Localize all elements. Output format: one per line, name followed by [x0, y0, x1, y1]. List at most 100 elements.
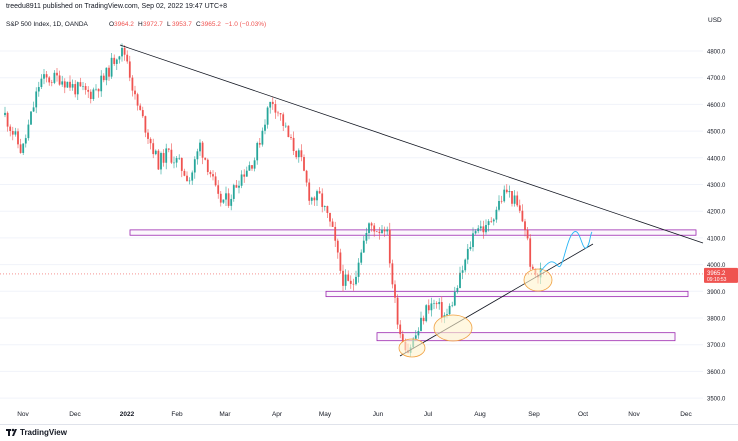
candle-body — [373, 225, 376, 232]
candle-body — [277, 112, 279, 114]
candle-body — [37, 87, 40, 92]
publish-info: treedu8911 published on TradingView.com,… — [6, 3, 227, 10]
candle-body — [440, 302, 443, 318]
candle-body — [417, 330, 420, 336]
candle-body — [394, 284, 396, 298]
tradingview-brand: TradingView — [20, 428, 67, 437]
candle-body — [269, 101, 272, 108]
candle-body — [180, 157, 183, 171]
price-axis[interactable]: USD 3500.0 3600.0 3700.0 3800.0 3900.0 4000.0 4… — [0, 17, 738, 403]
y-tick-label: 4700.0 — [707, 76, 726, 82]
candle-body — [472, 233, 474, 248]
candle-body — [191, 172, 194, 181]
candle-body — [323, 206, 326, 207]
candle-body — [313, 197, 316, 201]
candle-body — [183, 170, 186, 176]
candle-body — [336, 240, 339, 253]
candle-body — [108, 67, 110, 77]
candle-body — [466, 248, 469, 260]
candle-body — [48, 77, 51, 83]
candle-body — [383, 229, 386, 232]
y-tick-label: 4100.0 — [707, 236, 726, 242]
candle-body — [318, 191, 321, 194]
candle-body — [531, 266, 534, 269]
candle-body — [453, 291, 456, 306]
candle-body — [521, 210, 524, 222]
symbol-legend[interactable]: S&P 500 Index, 1D, OANDA — [6, 21, 89, 28]
candle-body — [40, 78, 43, 88]
candle-body — [97, 88, 100, 92]
candle-body — [193, 159, 196, 173]
candle-body — [92, 89, 95, 100]
candle-body — [329, 212, 331, 222]
candle-body — [110, 57, 113, 77]
publish-header: treedu8911 published on TradingView.com,… — [0, 0, 738, 14]
candle-body — [513, 195, 516, 204]
candle-body — [425, 305, 428, 322]
candle-body — [459, 272, 461, 288]
candle-body — [492, 219, 495, 222]
candle-body — [500, 200, 503, 202]
highlight-circle — [398, 338, 426, 358]
candle-body — [290, 137, 292, 138]
candle-body — [365, 232, 368, 241]
candle-body — [271, 101, 274, 105]
candle-body — [292, 137, 295, 151]
candle-body — [422, 317, 425, 322]
candle-body — [157, 150, 160, 170]
candle-body — [113, 57, 116, 64]
chart[interactable]: USD 3500.0 3600.0 3700.0 3800.0 3900.0 4000.0 4… — [0, 0, 738, 424]
candle-body — [430, 303, 433, 311]
candle-body — [420, 317, 422, 331]
x-tick-label: Aug — [474, 411, 486, 418]
candle-body — [19, 144, 22, 153]
candle-body — [482, 226, 485, 233]
candle-body — [76, 82, 79, 95]
highlight-circle — [523, 268, 553, 292]
candle-body — [66, 81, 69, 88]
candle-body — [479, 226, 482, 229]
candle-body — [6, 112, 9, 127]
candle-body — [17, 131, 19, 145]
y-tick-label: 4300.0 — [707, 183, 726, 189]
candle-body — [487, 221, 490, 226]
candle-body — [347, 274, 350, 281]
candle-body — [69, 81, 71, 88]
candle-body — [50, 82, 53, 83]
candle-body — [27, 124, 30, 139]
candle-body — [282, 114, 285, 126]
candle-body — [201, 142, 204, 158]
candle-body — [230, 198, 233, 206]
last-price-time: 09:10:53 — [707, 277, 727, 283]
footer: TradingView — [0, 424, 738, 441]
candle-body — [219, 193, 222, 203]
time-axis[interactable]: Nov Dec 2022 Feb Mar Apr May Jun Jul Aug Sep Oct Nov… — [17, 411, 692, 418]
candle-body — [154, 150, 157, 155]
candle-body — [82, 86, 84, 87]
candle-body — [349, 280, 352, 284]
candle-body — [102, 75, 105, 81]
y-tick-label: 4800.0 — [707, 50, 726, 56]
candle-body — [175, 158, 178, 163]
candle-body — [160, 153, 162, 170]
candle-body — [321, 193, 324, 207]
highlight-circle — [433, 314, 473, 342]
candle-body — [235, 185, 238, 188]
candle-body — [297, 150, 300, 158]
candle-body — [326, 206, 329, 213]
candle-body — [438, 302, 441, 305]
candle-body — [147, 132, 149, 139]
x-tick-label: Feb — [171, 411, 183, 418]
candle-body — [204, 157, 207, 160]
candle-body — [24, 138, 27, 144]
candle-body — [303, 157, 305, 171]
y-tick-label: 4400.0 — [707, 156, 726, 162]
y-tick-label: 4200.0 — [707, 210, 726, 216]
candle-body — [310, 197, 313, 201]
trend-drawings — [119, 44, 704, 358]
candle-body — [464, 259, 467, 271]
candle-body — [368, 223, 370, 233]
candle-body — [477, 228, 480, 232]
candle-body — [245, 170, 248, 177]
candle-body — [391, 263, 394, 285]
